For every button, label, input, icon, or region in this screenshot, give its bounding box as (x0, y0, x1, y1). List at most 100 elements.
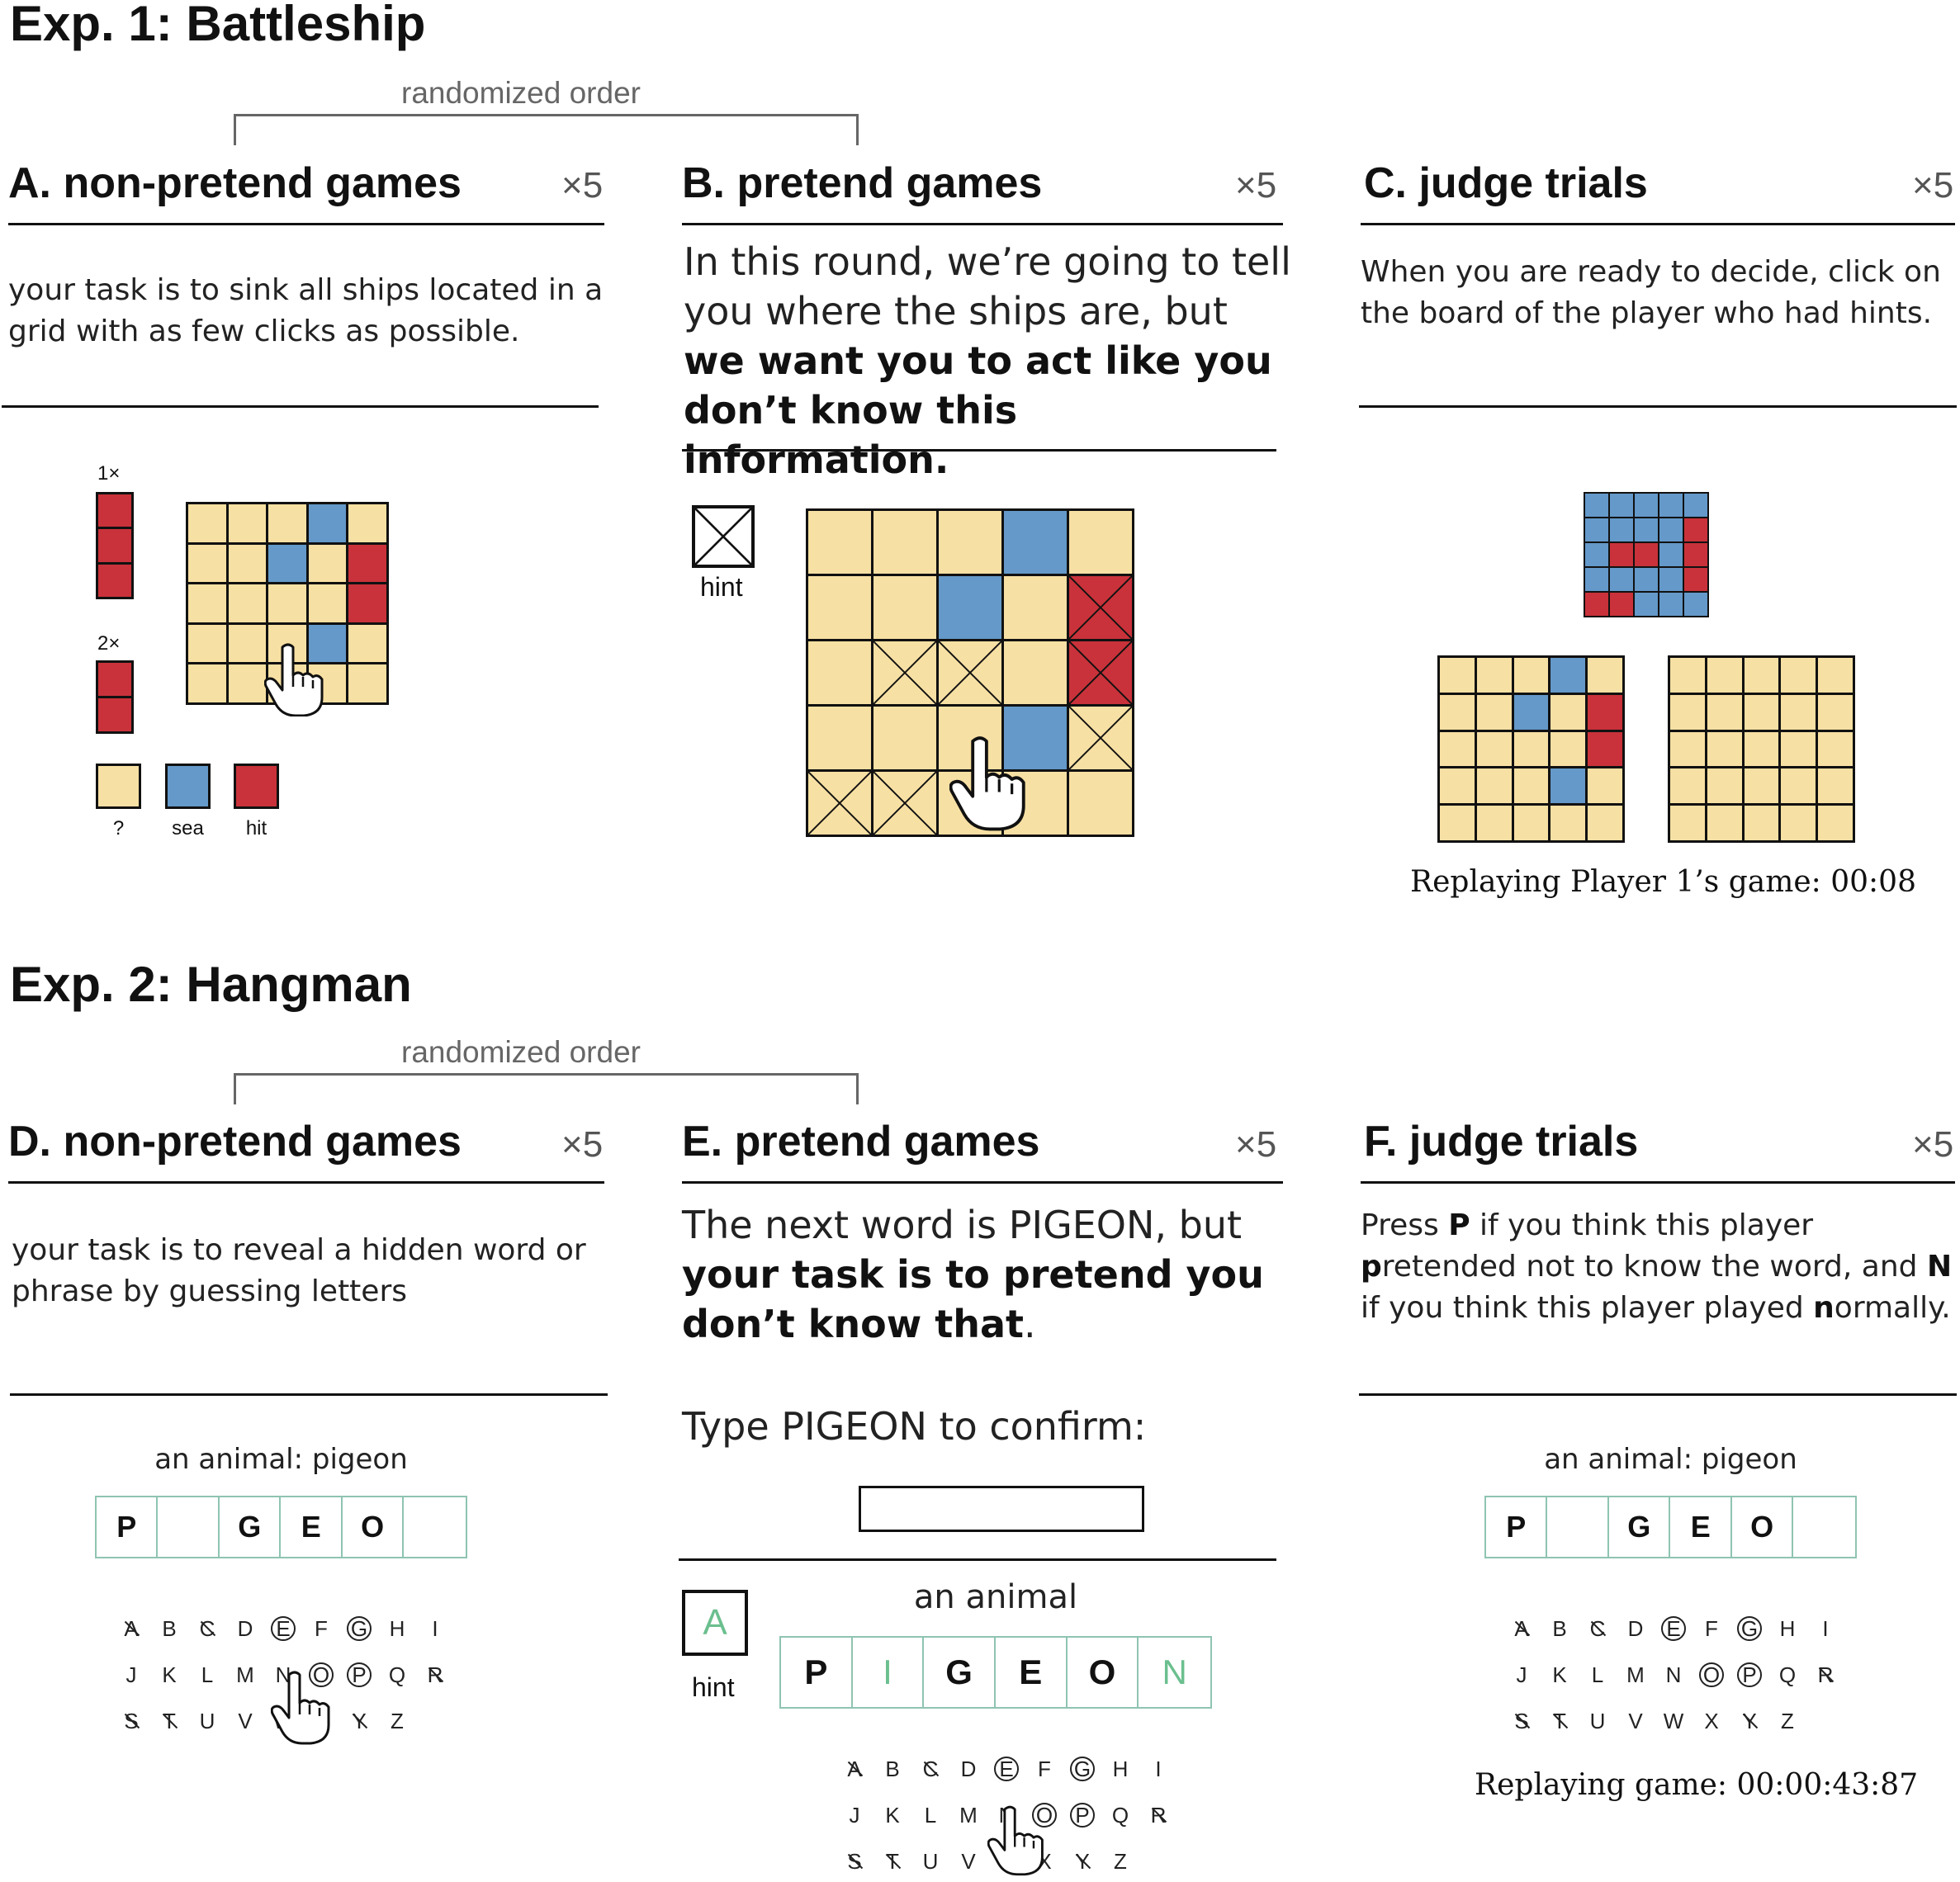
grid-cell[interactable] (1707, 768, 1742, 804)
grid-cell[interactable] (1610, 518, 1633, 541)
letter-key[interactable]: J (836, 1796, 873, 1834)
letter-key[interactable]: A (112, 1610, 150, 1648)
grid-cell[interactable] (228, 544, 267, 583)
grid-cell[interactable] (1659, 518, 1683, 541)
grid-cell[interactable] (873, 576, 936, 639)
letter-key[interactable]: D (1617, 1610, 1655, 1648)
letter-key[interactable]: H (378, 1610, 416, 1648)
grid-cell[interactable] (1781, 768, 1816, 804)
grid-cell[interactable] (1744, 731, 1779, 767)
grid-cell[interactable] (1476, 768, 1512, 804)
grid-cell[interactable] (1476, 694, 1512, 730)
grid-cell[interactable] (348, 624, 386, 663)
letter-key[interactable]: I (416, 1610, 454, 1648)
grid-cell[interactable] (1744, 694, 1779, 730)
letter-key[interactable]: F (1693, 1610, 1730, 1648)
letter-key[interactable]: G (1063, 1750, 1101, 1788)
grid-cell[interactable] (808, 511, 871, 574)
grid-cell[interactable] (348, 584, 386, 622)
grid-cell[interactable] (1513, 768, 1549, 804)
grid-cell[interactable] (1440, 658, 1475, 693)
letter-key[interactable]: S (112, 1702, 150, 1740)
letter-key[interactable]: P (1730, 1656, 1768, 1694)
grid-cell[interactable] (1069, 576, 1132, 639)
letter-key[interactable]: L (911, 1796, 949, 1834)
letter-key[interactable]: N (264, 1656, 302, 1694)
letter-key[interactable]: Y (1730, 1702, 1768, 1740)
letter-key[interactable]: Q (1101, 1796, 1139, 1834)
grid-cell[interactable] (348, 664, 386, 702)
grid-cell[interactable] (1659, 593, 1683, 616)
grid-cell[interactable] (228, 584, 267, 622)
grid-cell[interactable] (1610, 494, 1633, 517)
letter-key[interactable]: L (1579, 1656, 1617, 1694)
hint-button[interactable] (692, 505, 755, 568)
grid-cell[interactable] (1550, 731, 1586, 767)
grid-cell[interactable] (228, 664, 267, 702)
letter-key[interactable]: P (340, 1656, 378, 1694)
letter-key[interactable]: V (226, 1702, 264, 1740)
grid-cell[interactable] (1588, 731, 1622, 767)
grid-cell[interactable] (1670, 731, 1705, 767)
grid-cell[interactable] (1781, 694, 1816, 730)
letter-key[interactable]: A (836, 1750, 873, 1788)
grid-cell[interactable] (939, 707, 1001, 769)
grid-cell[interactable] (1585, 494, 1608, 517)
grid-cell[interactable] (1707, 658, 1742, 693)
letter-key[interactable]: W (1655, 1702, 1693, 1740)
grid-cell[interactable] (348, 544, 386, 583)
grid-cell[interactable] (1440, 806, 1475, 840)
letter-key[interactable]: T (1541, 1702, 1579, 1740)
grid-cell[interactable] (808, 576, 871, 639)
grid-cell[interactable] (1670, 768, 1705, 804)
hint-button[interactable]: A (682, 1590, 748, 1656)
letter-key[interactable]: Z (378, 1702, 416, 1740)
letter-key[interactable]: O (1025, 1796, 1063, 1834)
grid-cell[interactable] (308, 504, 347, 542)
grid-cell[interactable] (1670, 694, 1705, 730)
grid-cell[interactable] (1513, 806, 1549, 840)
letter-key[interactable]: G (340, 1610, 378, 1648)
player-1-board[interactable] (1437, 655, 1625, 843)
grid-cell[interactable] (1440, 768, 1475, 804)
letter-key[interactable]: G (1730, 1610, 1768, 1648)
grid-cell[interactable] (268, 544, 306, 583)
grid-cell[interactable] (1513, 731, 1549, 767)
grid-cell[interactable] (1004, 707, 1067, 769)
pigeon-confirm-input[interactable] (859, 1486, 1144, 1532)
grid-cell[interactable] (268, 584, 306, 622)
grid-cell[interactable] (1069, 641, 1132, 704)
letter-key[interactable]: V (949, 1842, 987, 1880)
grid-cell[interactable] (1684, 494, 1707, 517)
grid-cell[interactable] (1744, 806, 1779, 840)
grid-cell[interactable] (1550, 694, 1586, 730)
letter-key[interactable]: E (1655, 1610, 1693, 1648)
letter-key[interactable]: T (873, 1842, 911, 1880)
grid-cell[interactable] (1476, 658, 1512, 693)
grid-cell[interactable] (1585, 518, 1608, 541)
grid-cell[interactable] (188, 664, 226, 702)
grid-cell[interactable] (808, 707, 871, 769)
letter-key[interactable]: S (836, 1842, 873, 1880)
grid-cell[interactable] (1585, 593, 1608, 616)
grid-cell[interactable] (1069, 511, 1132, 574)
grid-cell[interactable] (1659, 494, 1683, 517)
letter-key[interactable]: C (188, 1610, 226, 1648)
grid-cell[interactable] (1585, 568, 1608, 591)
grid-cell[interactable] (1610, 568, 1633, 591)
grid-cell[interactable] (1550, 806, 1586, 840)
grid-cell[interactable] (348, 504, 386, 542)
grid-cell[interactable] (1610, 543, 1633, 566)
letter-key[interactable]: C (1579, 1610, 1617, 1648)
letter-key[interactable]: Z (1768, 1702, 1806, 1740)
battleship-grid-b[interactable] (806, 508, 1134, 837)
letter-key[interactable]: H (1768, 1610, 1806, 1648)
letter-key[interactable]: O (1693, 1656, 1730, 1694)
grid-cell[interactable] (1635, 543, 1658, 566)
grid-cell[interactable] (188, 544, 226, 583)
letter-key[interactable]: Y (340, 1702, 378, 1740)
grid-cell[interactable] (1585, 543, 1608, 566)
letter-key[interactable]: O (302, 1656, 340, 1694)
letter-key[interactable]: U (911, 1842, 949, 1880)
grid-cell[interactable] (1588, 694, 1622, 730)
